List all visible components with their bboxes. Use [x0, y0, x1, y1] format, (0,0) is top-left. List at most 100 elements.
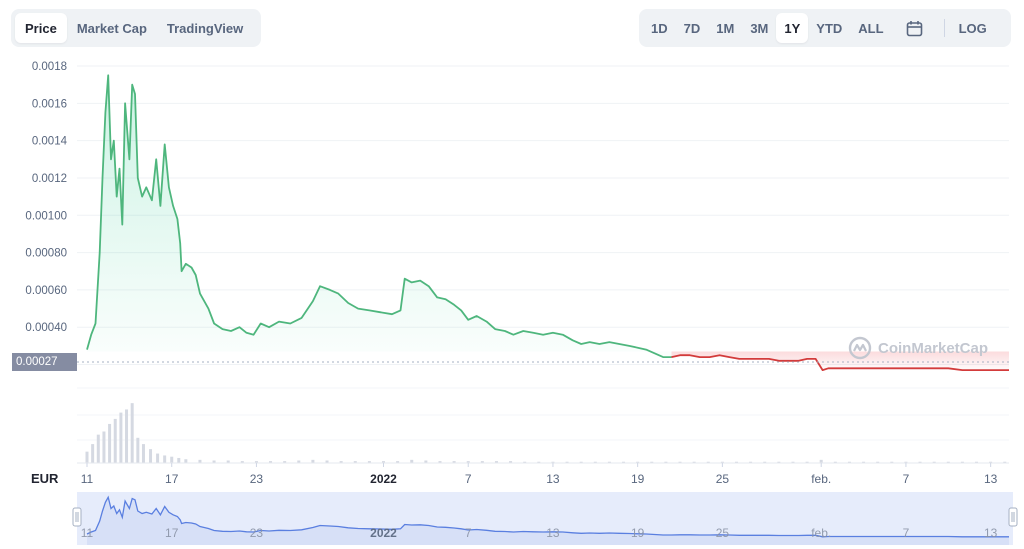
volume-bar — [226, 460, 230, 463]
range-1d-button[interactable]: 1D — [651, 20, 668, 36]
range-3m-button[interactable]: 3M — [750, 20, 769, 36]
navigator-tick-label: 17 — [165, 526, 179, 540]
volume-bar — [102, 431, 106, 463]
range-7d-button[interactable]: 7D — [683, 20, 701, 36]
volume-bar — [763, 461, 767, 463]
volume-bar — [904, 461, 908, 463]
volume-bar — [325, 460, 329, 463]
volume-bar — [170, 456, 174, 463]
volume-bar — [254, 461, 258, 463]
y-tick-label: 0.0018 — [32, 61, 67, 73]
y-tick-label: 0.0014 — [32, 136, 68, 148]
price-area-down — [671, 351, 1009, 371]
volume-bar — [297, 460, 301, 463]
y-tick-label: 0.00060 — [25, 285, 67, 297]
navigator-tick-label: 13 — [984, 526, 998, 540]
x-tick-label: 19 — [631, 472, 645, 486]
navigator-tick-label: 25 — [716, 526, 730, 540]
volume-bar — [650, 461, 654, 463]
volume-bar — [353, 461, 357, 463]
y-tick-label: 0.0012 — [32, 173, 67, 185]
volume-bar — [396, 461, 400, 463]
navigator-tick-label: feb. — [811, 526, 831, 540]
volume-bar — [163, 455, 167, 463]
volume-bar — [130, 403, 134, 463]
volume-bar — [424, 460, 428, 463]
volume-bar — [141, 444, 145, 463]
log-scale-button[interactable]: LOG — [958, 20, 987, 36]
volume-bar — [480, 461, 484, 463]
volume-bar — [579, 461, 583, 463]
volume-bar — [960, 461, 964, 463]
volume-bar — [551, 461, 555, 463]
watermark-text: CoinMarketCap — [878, 339, 989, 357]
volume-bar — [136, 437, 140, 463]
volume-bar — [410, 459, 414, 463]
volume-bar — [240, 461, 244, 463]
volume-bar — [890, 461, 894, 463]
volume-bar — [198, 459, 202, 463]
tab-tradingview[interactable]: TradingView — [166, 20, 244, 36]
x-tick-label: 13 — [546, 472, 560, 486]
volume-bar — [96, 434, 100, 463]
volume-bar — [119, 412, 123, 463]
volume-bar — [523, 461, 527, 463]
volume-bar — [819, 459, 823, 463]
x-tick-label: 23 — [250, 472, 264, 486]
tab-market-cap[interactable]: Market Cap — [76, 20, 147, 36]
calendar-icon[interactable] — [892, 13, 938, 43]
volume-bar — [975, 461, 979, 463]
volume-bar — [734, 461, 738, 463]
range-ytd-button[interactable]: YTD — [816, 20, 843, 36]
volume-bar — [113, 418, 117, 463]
volume-bar — [382, 461, 386, 463]
volume-bar — [749, 461, 753, 463]
navigator-tick-label: 23 — [250, 526, 264, 540]
volume-bar — [367, 461, 371, 463]
volume-bar — [311, 459, 315, 463]
navigator-line — [86, 495, 1009, 538]
navigator-area — [87, 497, 1009, 545]
volume-bar — [720, 461, 724, 463]
divider — [943, 19, 945, 37]
volume-bar — [269, 461, 273, 463]
price-line-up — [86, 74, 672, 359]
volume-bar — [91, 444, 95, 463]
range-1m-button[interactable]: 1M — [716, 20, 735, 36]
volume-bar — [833, 461, 837, 463]
volume-bar — [149, 449, 153, 463]
y-tick-label: 0.00040 — [25, 322, 67, 334]
y-tick-label: 0.00080 — [25, 248, 67, 260]
volume-bar — [339, 461, 343, 463]
volume-bar — [805, 461, 809, 463]
navigator-left-handle[interactable] — [72, 507, 82, 527]
range-all-button[interactable]: ALL — [858, 20, 884, 36]
navigator-right-handle[interactable] — [1008, 507, 1018, 527]
volume-bar — [932, 461, 936, 463]
volume-bar — [1003, 461, 1007, 463]
x-tick-label: 13 — [984, 472, 998, 486]
y-tick-label: 0.00100 — [25, 210, 67, 222]
navigator-tick-label: 2022 — [370, 526, 397, 540]
volume-bar — [125, 409, 129, 463]
volume-bar — [706, 461, 710, 463]
x-tick-label: 11 — [81, 472, 94, 486]
volume-bar — [692, 461, 696, 463]
volume-bar — [664, 461, 668, 463]
tab-price[interactable]: Price — [15, 13, 67, 43]
volume-bar — [777, 461, 781, 463]
navigator-tick-label: 7 — [903, 526, 910, 540]
volume-bar — [452, 461, 456, 463]
volume-bar — [537, 461, 541, 463]
navigator-tick-label: 13 — [546, 526, 560, 540]
volume-bar — [177, 457, 181, 463]
volume-bar — [565, 461, 569, 463]
volume-bar — [791, 461, 795, 463]
volume-bar — [918, 461, 922, 463]
x-tick-label: 7 — [465, 472, 472, 486]
navigator-tick-label: 7 — [465, 526, 472, 540]
range-1y-button[interactable]: 1Y — [776, 13, 809, 43]
x-tick-label: 25 — [716, 472, 730, 486]
volume-bar — [876, 461, 880, 463]
